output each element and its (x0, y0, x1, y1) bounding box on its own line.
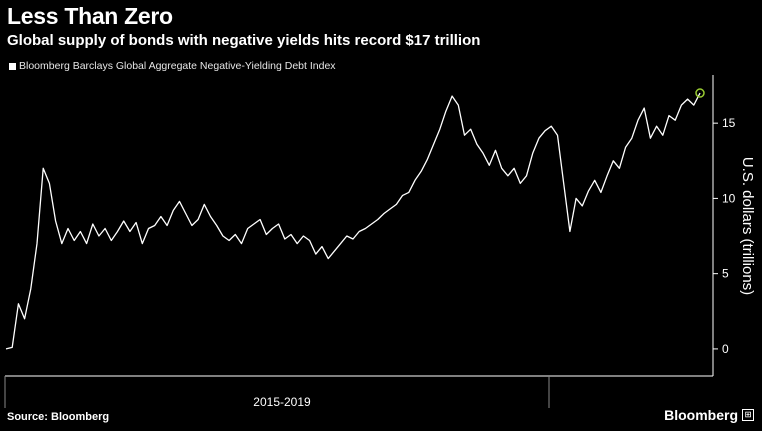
chart-legend: Bloomberg Barclays Global Aggregate Nega… (9, 60, 336, 72)
chart-title: Less Than Zero (7, 3, 173, 29)
axes (4, 75, 714, 408)
chart-subtitle: Global supply of bonds with negative yie… (7, 32, 481, 49)
x-axis-label: 2015-2019 (253, 395, 311, 409)
brand-name: Bloomberg (664, 407, 738, 423)
y-tick-label: 15 (722, 116, 736, 130)
y-tick-label: 5 (722, 267, 729, 281)
legend-label: Bloomberg Barclays Global Aggregate Nega… (19, 60, 336, 72)
bloomberg-logo-icon: ⊞ (742, 409, 754, 421)
latest-value-marker (695, 88, 705, 98)
source-note: Source: Bloomberg (7, 411, 110, 423)
y-axis-label: U.S. dollars (trillions) (739, 157, 756, 295)
legend-swatch (9, 62, 16, 70)
brand-logo: Bloomberg ⊞ (664, 407, 754, 423)
y-tick-label: 0 (722, 342, 729, 356)
y-tick-label: 10 (722, 191, 736, 205)
series-line (5, 92, 701, 350)
